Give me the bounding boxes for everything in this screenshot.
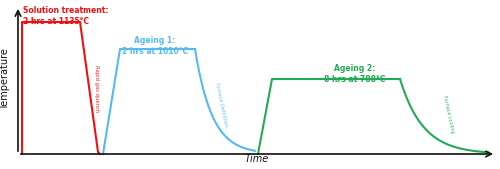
Text: Time: Time <box>245 154 269 164</box>
Text: Ageing 1:
2 hrs at 1010°C: Ageing 1: 2 hrs at 1010°C <box>122 36 188 56</box>
Text: Rapid gas quench: Rapid gas quench <box>94 65 98 113</box>
Text: Furnace Definition...: Furnace Definition... <box>214 82 230 132</box>
Text: Furnace cooling: Furnace cooling <box>442 95 454 133</box>
Text: Ageing 2:
8 hrs at 788°C: Ageing 2: 8 hrs at 788°C <box>324 64 386 84</box>
Text: Solution treatment:
2 hrs at 1135°C: Solution treatment: 2 hrs at 1135°C <box>23 6 108 26</box>
Text: Temperature: Temperature <box>0 48 10 110</box>
